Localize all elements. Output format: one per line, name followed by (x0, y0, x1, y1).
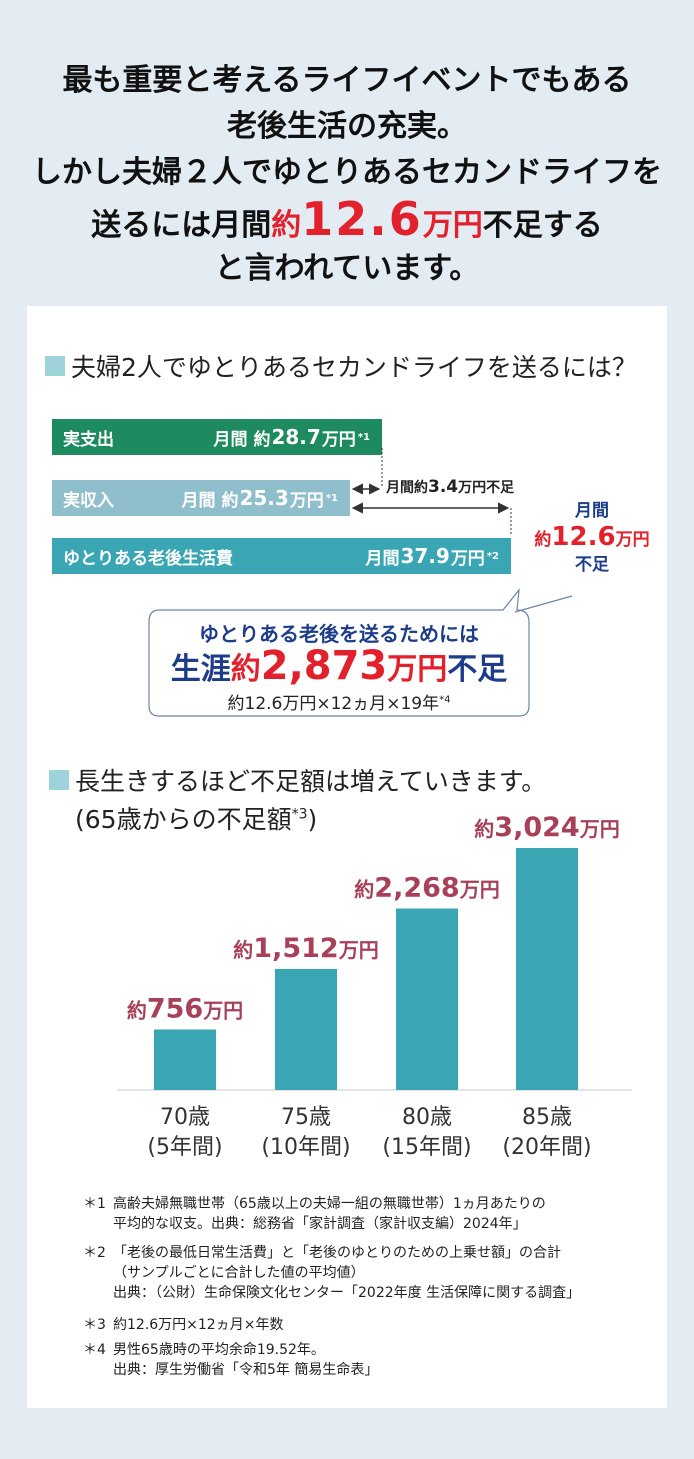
bar-actual-income: 実収入 月間 約 25.3 万円 *1 (52, 480, 350, 516)
headline-amount: 12.6 (301, 192, 423, 246)
square-bullet-icon (45, 356, 65, 376)
headline-line2: 老後生活の充実。 (227, 109, 467, 144)
headline-line1: 最も重要と考えるライフイベントでもある (62, 63, 632, 98)
chart-category-label: 80歳 (402, 1105, 452, 1130)
chart-data-label: 約756万円 (127, 994, 243, 1025)
headline-line3: しかし夫婦２人でゆとりあるセカンドライフを (32, 155, 662, 190)
headline-line4: 送るには月間約12.6万円不足する (0, 196, 694, 246)
bar-comfortable-living-cost-amount: 月間 37.9 万円 *2 (365, 544, 499, 569)
content-card: 夫婦2人でゆとりあるセカンドライフを送るには？ 実支出 月間 約 28.7 万円 *1… (27, 306, 667, 1408)
square-bullet-icon (49, 770, 69, 790)
headline-unit: 万円 (422, 208, 483, 243)
chart-bar (516, 848, 578, 1090)
chart-category-sublabel: (20年間) (502, 1135, 591, 1160)
chart-bar (275, 969, 337, 1090)
chart-category-sublabel: (10年間) (261, 1135, 350, 1160)
bar-comfortable-living-cost: ゆとりある老後生活費 月間 37.9 万円 *2 (52, 538, 511, 574)
chart-data-label: 約1,512万円 (233, 933, 378, 964)
headline-line4-post: 不足する (482, 208, 603, 243)
footnote-4: ＊4 男性65歳時の平均余命19.52年。 出典：厚生労働省「令和5年 簡易生命表… (83, 1342, 379, 1378)
chart-bar (396, 908, 458, 1090)
headline: 最も重要と考えるライフイベントでもある 老後生活の充実。 しかし夫婦２人でゆとり… (0, 58, 694, 292)
chart-category-label: 85歳 (522, 1105, 572, 1130)
monthly-shortfall-note: 月間 約12.6万円 不足 (534, 501, 650, 575)
footnote-1: ＊1 高齢夫婦無職世帯（65歳以上の夫婦一組の無職世帯）1ヵ月あたりの 平均的な収… (83, 1196, 546, 1232)
section1-title: 夫婦2人でゆとりあるセカンドライフを送るには？ (45, 348, 637, 384)
chart-bar (154, 1029, 216, 1090)
bar-actual-expenditure-amount: 月間 約 28.7 万円 *1 (213, 425, 370, 450)
chart-category-label: 70歳 (160, 1105, 210, 1130)
bar-actual-expenditure: 実支出 月間 約 28.7 万円 *1 (52, 419, 382, 455)
headline-line4-pre: 送るには月間 (91, 208, 272, 243)
shortfall-bar-chart: 約756万円 70歳 (5年間) 約1,512万円 75歳 (10年間) 約2,268万円 8… (117, 812, 632, 1160)
section2-subtitle: (65歳からの不足額*3) (75, 805, 318, 834)
footnote-3: ＊3 約12.6万円×12ヵ月×年数 (83, 1317, 284, 1333)
shortfall-3-4-label: 月間約3.4万円不足 (386, 477, 515, 497)
lifetime-shortfall-bubble: ゆとりある老後を送るためには 生涯約2,873万円不足 約12.6万円×12ヵ月… (170, 622, 508, 714)
chart-data-label: 約2,268万円 (354, 873, 499, 904)
chart-category-label: 75歳 (281, 1105, 331, 1130)
footnote-2: ＊2 「老後の最低日常生活費」と「老後のゆとりのための上乗せ額」の合計 （サンプル… (83, 1245, 581, 1301)
chart-category-sublabel: (5年間) (147, 1135, 222, 1160)
chart-data-label: 約3,024万円 (474, 812, 619, 843)
headline-yaku: 約 (271, 208, 302, 243)
bar-actual-income-amount: 月間 約 25.3 万円 *1 (181, 486, 338, 511)
section2-title: 長生きするほど不足額は増えていきます。 (49, 762, 546, 798)
headline-line5: と言われています。 (214, 251, 480, 286)
chart-category-sublabel: (15年間) (382, 1135, 471, 1160)
